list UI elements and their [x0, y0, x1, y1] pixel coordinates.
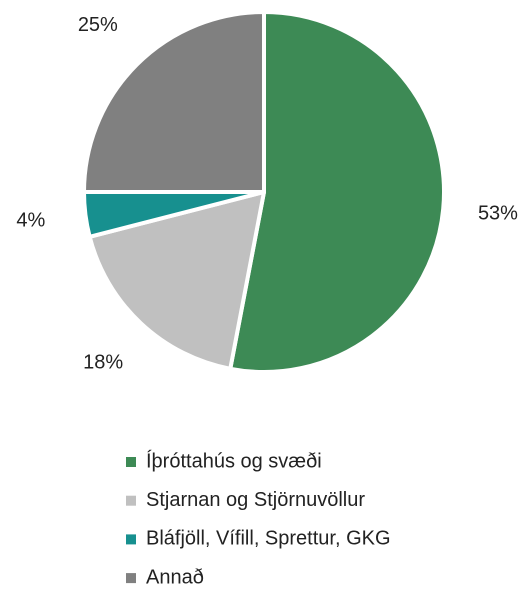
- pie-slice: [87, 190, 266, 371]
- legend-label: Stjarnan og Stjörnuvöllur: [146, 489, 365, 511]
- pie-slice: [82, 10, 266, 194]
- legend-swatch: [126, 534, 136, 545]
- legend-swatch: [126, 573, 136, 584]
- legend-label: Bláfjöll, Vífill, Sprettur, GKG: [146, 528, 391, 550]
- data-label: 53%: [478, 202, 518, 224]
- legend-swatch: [126, 457, 136, 467]
- data-label: 18%: [83, 352, 123, 374]
- legend-swatch: [126, 495, 136, 506]
- legend-label: Annað: [146, 566, 204, 588]
- data-label: 25%: [78, 14, 118, 36]
- data-label: 4%: [16, 210, 45, 232]
- pie-slice: [228, 10, 446, 374]
- legend-label: Íþróttahús og svæði: [146, 449, 322, 472]
